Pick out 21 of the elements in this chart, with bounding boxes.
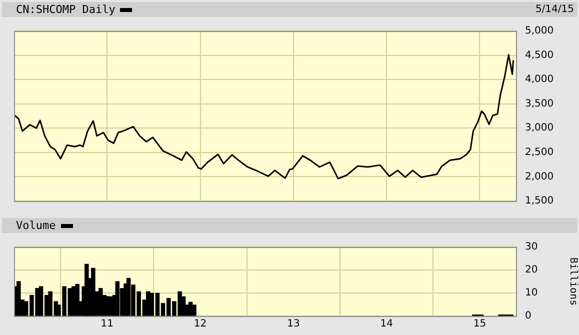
y-tick-label: 3,500: [525, 98, 554, 110]
text: 5/14/15: [535, 3, 574, 17]
y-tick-label: 20: [525, 264, 538, 276]
x-tick-label: 12: [194, 318, 207, 330]
x-tick-label: 14: [380, 318, 393, 330]
x-tick-label: 15: [473, 318, 486, 330]
y-tick-label: 1,500: [525, 196, 554, 207]
y-tick-label: 5,000: [525, 26, 554, 37]
y-tick-label: 4,000: [525, 74, 554, 86]
y-tick-label: 3,000: [525, 122, 554, 134]
legend-label: CN:SHCOMP Daily: [16, 3, 116, 16]
y-tick-label: 30: [525, 242, 538, 253]
x-tick-label: 13: [287, 318, 300, 330]
y-tick-label: 2,500: [525, 147, 554, 158]
x-tick-label: 11: [100, 318, 114, 330]
y-axis-title: Billions: [567, 257, 578, 306]
y-tick-label: 10: [525, 288, 538, 299]
y-tick-label: 2,000: [525, 171, 554, 182]
y-tick-label: 0: [525, 310, 532, 322]
legend-label: Volume: [16, 219, 56, 232]
y-tick-label: 4,500: [525, 50, 554, 61]
